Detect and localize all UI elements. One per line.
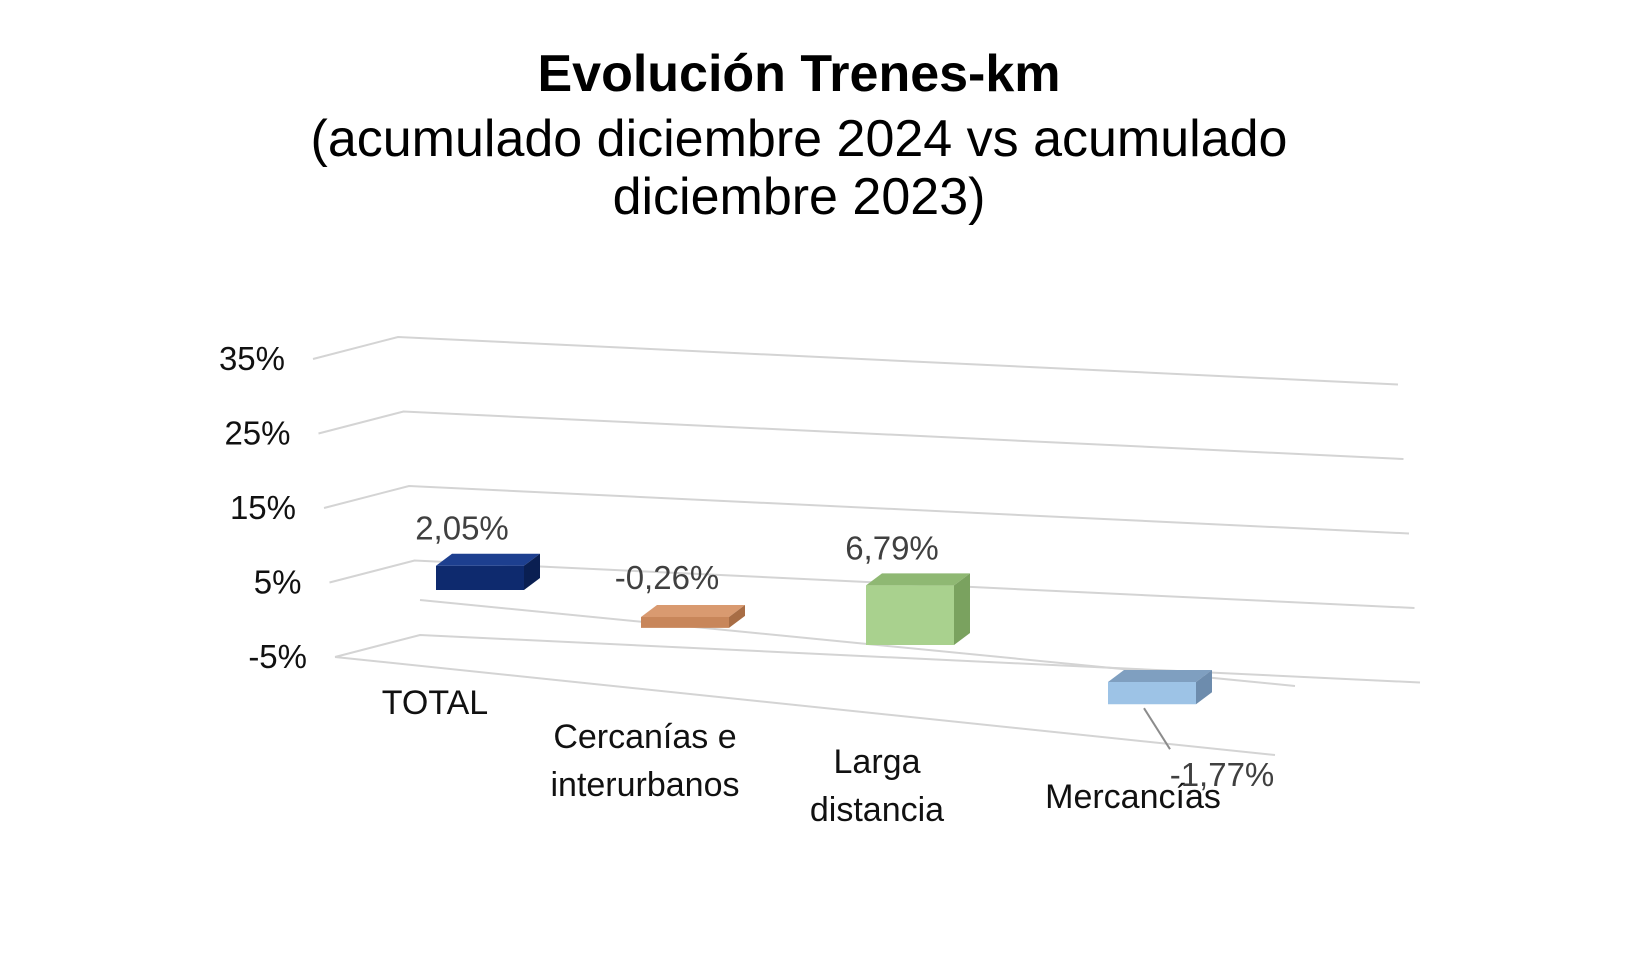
category-labels: TOTAL Cercanías e interurbanos Larga distanc…: [382, 684, 1221, 829]
bar-front-0: [436, 565, 524, 590]
gridlines: [312, 335, 1421, 756]
floor-front-line: [334, 656, 1276, 756]
category-label: distancia: [810, 791, 944, 829]
bar-side-1: [729, 605, 745, 628]
gridline: [323, 484, 1410, 535]
gridline: [334, 633, 1421, 684]
chart-title-block: Evolución Trenes-km (acumulado diciembre…: [0, 44, 1598, 226]
bar-side-2: [954, 573, 970, 645]
category-label: Mercancías: [1045, 778, 1221, 816]
bar-side-0: [524, 553, 540, 590]
category-label: Larga: [834, 743, 921, 781]
y-tick-label: 25%: [224, 415, 290, 452]
bar-top-2: [866, 573, 970, 586]
chart-subtitle: (acumulado diciembre 2024 vs acumulado d…: [310, 110, 1288, 226]
category-label: TOTAL: [382, 684, 488, 722]
data-label: 6,79%: [845, 529, 939, 566]
y-tick-label: 35%: [219, 340, 285, 377]
bar-top-0: [436, 553, 540, 566]
bar-top-3: [1108, 670, 1212, 682]
leader-line: [1143, 707, 1171, 750]
y-tick-label: -5%: [248, 638, 307, 675]
data-label: 2,05%: [415, 510, 509, 547]
data-label: -0,26%: [615, 559, 720, 596]
bar-side-3: [1196, 670, 1212, 705]
bar-front-1: [641, 617, 729, 628]
chart-title: Evolución Trenes-km: [537, 45, 1061, 103]
bar-top-1: [641, 605, 745, 617]
gridline: [312, 335, 1399, 386]
category-label: interurbanos: [550, 766, 739, 804]
category-label: Cercanías e: [553, 718, 736, 756]
y-tick-label: 15%: [230, 489, 296, 526]
gridline: [329, 559, 1415, 609]
data-labels: 2,05% -0,26% 6,79% -1,77%: [415, 510, 1274, 793]
gridline: [318, 410, 1404, 460]
bars: [436, 553, 1212, 705]
bar-front-3: [1108, 682, 1196, 705]
data-label: -1,77%: [1170, 756, 1275, 793]
y-tick-label: 5%: [254, 564, 302, 601]
bar-front-2: [866, 585, 954, 645]
y-axis-ticks: -5% 5% 15% 25% 35%: [219, 340, 307, 675]
